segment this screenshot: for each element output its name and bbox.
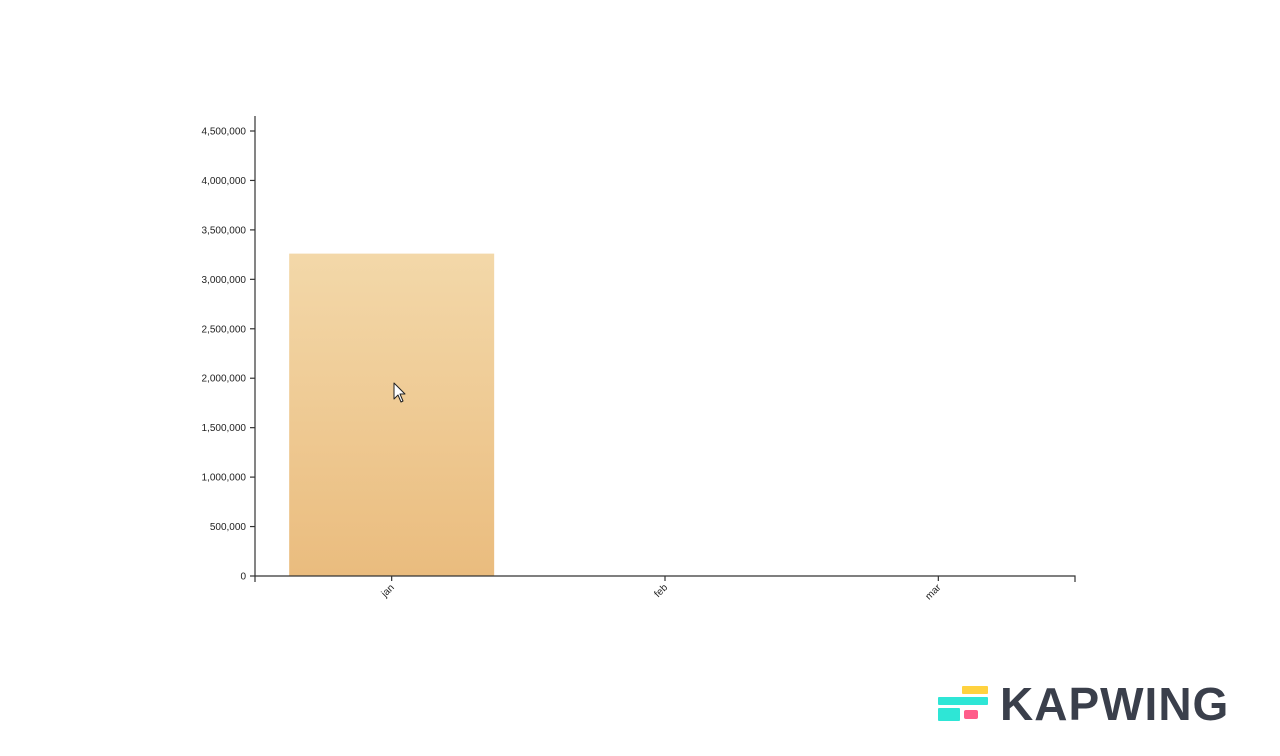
y-tick-label: 2,500,000 [202,324,247,335]
mouse-pointer-icon [393,382,406,403]
y-tick-label: 0 [240,572,246,583]
y-tick-label: 500,000 [210,522,247,533]
x-axis: jan feb mar [254,575,1076,602]
y-tick-label: 4,500,000 [202,127,247,138]
x-tick-label: jan [379,582,397,600]
x-tick-label: feb [653,582,671,600]
y-tick-label: 2,000,000 [202,374,247,385]
y-tick-label: 3,000,000 [202,275,247,286]
y-axis: 0 500,000 1,000,000 1,500,000 2,000,000 2,500… [202,116,256,583]
x-tick-label: mar [923,582,943,602]
y-tick-label: 4,000,000 [202,176,247,187]
bars-group [289,253,495,576]
y-tick-label: 3,500,000 [202,225,247,236]
y-tick-label: 1,000,000 [202,473,247,484]
kapwing-watermark: KAPWING [936,678,1230,730]
y-tick-label: 1,500,000 [202,423,247,434]
kapwing-logo-icon [938,686,988,721]
watermark-text: KAPWING [1000,678,1230,730]
bar-jan[interactable] [289,253,495,576]
